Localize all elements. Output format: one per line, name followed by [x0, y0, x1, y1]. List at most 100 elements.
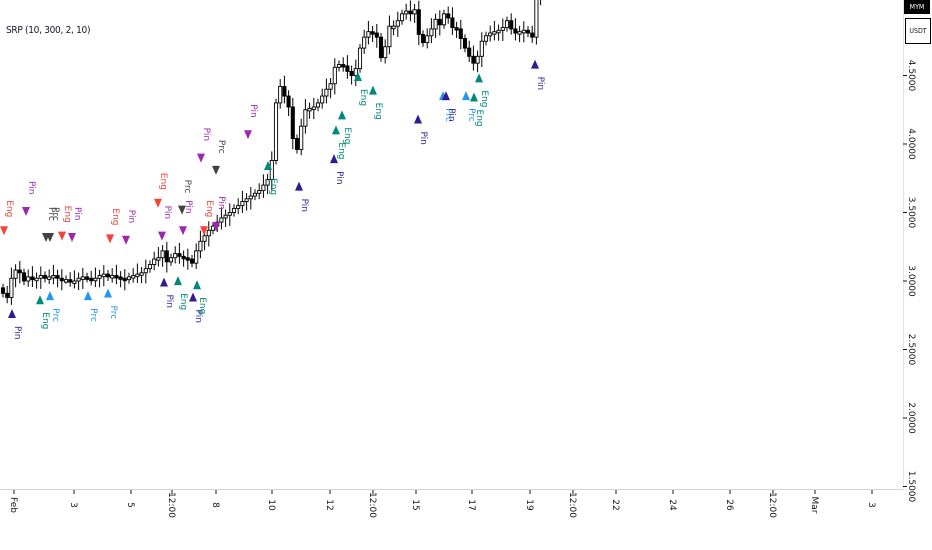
- x-tick-label: 15: [410, 499, 420, 510]
- signal-label: Prc: [466, 108, 476, 122]
- signal-prc-bull: Prc: [84, 291, 98, 322]
- candle: [93, 267, 98, 288]
- candle: [244, 193, 249, 211]
- candle: [261, 174, 266, 198]
- candle: [265, 173, 270, 195]
- signal-label: Pin: [299, 199, 309, 212]
- candle: [72, 270, 77, 289]
- candle: [341, 57, 346, 72]
- y-tick-label: 3.0000: [906, 265, 916, 297]
- x-tick-label: 5: [125, 502, 135, 508]
- price-badge: MYM: [904, 0, 930, 14]
- x-tick-label: 22: [610, 499, 620, 510]
- signal-label: Eng: [178, 293, 188, 310]
- x-tick-label: Mar: [809, 497, 819, 514]
- candle: [399, 9, 405, 25]
- candle: [47, 269, 52, 285]
- signal-pin-bear: Pin: [158, 206, 172, 241]
- signal-label: Eng: [358, 89, 368, 106]
- candle: [26, 269, 31, 287]
- candle: [59, 269, 64, 291]
- signal-pin-bull: Pin: [330, 154, 344, 185]
- x-tick-label: 10: [266, 499, 276, 511]
- candle: [80, 267, 85, 289]
- indicator-legend[interactable]: SRP (10, 300, 2, 10): [6, 25, 91, 36]
- signal-pin-bull: Pin: [189, 292, 203, 323]
- signal-label: Eng: [110, 208, 120, 225]
- candle: [135, 263, 140, 283]
- candle: [131, 268, 136, 283]
- signal-pin-bull: Pin: [414, 114, 428, 145]
- signal-eng-bull: Eng: [264, 161, 278, 195]
- candle: [248, 187, 253, 210]
- signal-label: Eng: [336, 142, 346, 159]
- price-axis[interactable]: 4.5000 4.0000 3.5000 3.0000 2.5000 2.0000 1.50…: [903, 60, 916, 503]
- signal-label: Prc: [108, 305, 118, 319]
- candle: [412, 3, 417, 23]
- x-tick-label: 3: [866, 502, 876, 508]
- signal-eng-bull: Eng: [338, 110, 352, 144]
- candle: [467, 40, 472, 63]
- signal-eng-bear: Eng: [58, 206, 72, 241]
- signal-pin-bull: Pin: [442, 91, 456, 122]
- signal-eng-bear: Eng: [200, 200, 214, 236]
- candle: [223, 209, 228, 228]
- signal-label: Prc: [50, 207, 60, 221]
- price-unit-label[interactable]: USDT: [905, 18, 931, 44]
- signal-label: Pin: [535, 77, 545, 90]
- signal-label: Eng: [268, 178, 278, 195]
- signal-label: Eng: [479, 90, 489, 107]
- signal-label: Prc: [50, 308, 60, 322]
- signal-eng-bull: Eng: [174, 276, 188, 310]
- candle: [374, 23, 379, 48]
- signal-label: Pin: [193, 310, 203, 323]
- signal-label: Eng: [62, 206, 72, 223]
- signal-pin-bull: Pin: [295, 181, 309, 212]
- candle: [534, 0, 539, 45]
- time-axis[interactable]: Feb 3 5 12:00 8 10 12 12:00 15 17 19 12:00 22 24 26 12:…: [8, 490, 876, 518]
- candle: [362, 29, 367, 54]
- signal-label: Pin: [164, 294, 174, 307]
- candle: [240, 190, 245, 214]
- signal-eng-bull: Eng: [332, 125, 346, 160]
- signal-prc-bear: Prc: [46, 207, 60, 243]
- candle: [383, 39, 388, 64]
- candle: [336, 60, 342, 72]
- signal-label: Prc: [216, 140, 226, 154]
- candle: [252, 189, 258, 201]
- signal-label: Pin: [248, 104, 258, 117]
- candle: [97, 269, 102, 288]
- candle: [168, 253, 174, 266]
- candle: [227, 203, 232, 226]
- x-tick-label: 12:00: [367, 492, 377, 518]
- x-tick-label: 12: [324, 499, 334, 510]
- x-tick-label: 19: [524, 499, 534, 511]
- candle: [30, 266, 35, 288]
- signal-label: Eng: [4, 200, 14, 217]
- signal-label: Eng: [342, 127, 352, 144]
- candle: [143, 259, 148, 284]
- candle: [425, 28, 430, 49]
- candle: [9, 267, 14, 305]
- candle: [101, 265, 106, 287]
- candle: [118, 271, 123, 288]
- candle: [315, 98, 321, 112]
- signal-prc-bull: Prc: [462, 91, 476, 122]
- signal-label: Eng: [40, 312, 50, 329]
- signal-pin-bear: Pin: [122, 210, 136, 245]
- candle: [521, 21, 526, 43]
- candle: [462, 34, 468, 53]
- candle: [294, 134, 300, 154]
- candle: [509, 13, 514, 35]
- signal-label: Prc: [88, 308, 98, 322]
- signal-label: Pin: [183, 200, 193, 213]
- candle: [441, 9, 447, 29]
- signal-label: Eng: [197, 297, 207, 314]
- signal-label: Eng: [204, 200, 214, 217]
- candle: [311, 97, 316, 120]
- signal-eng-bull: Eng: [470, 92, 484, 127]
- candle: [290, 97, 295, 150]
- candle: [173, 246, 178, 264]
